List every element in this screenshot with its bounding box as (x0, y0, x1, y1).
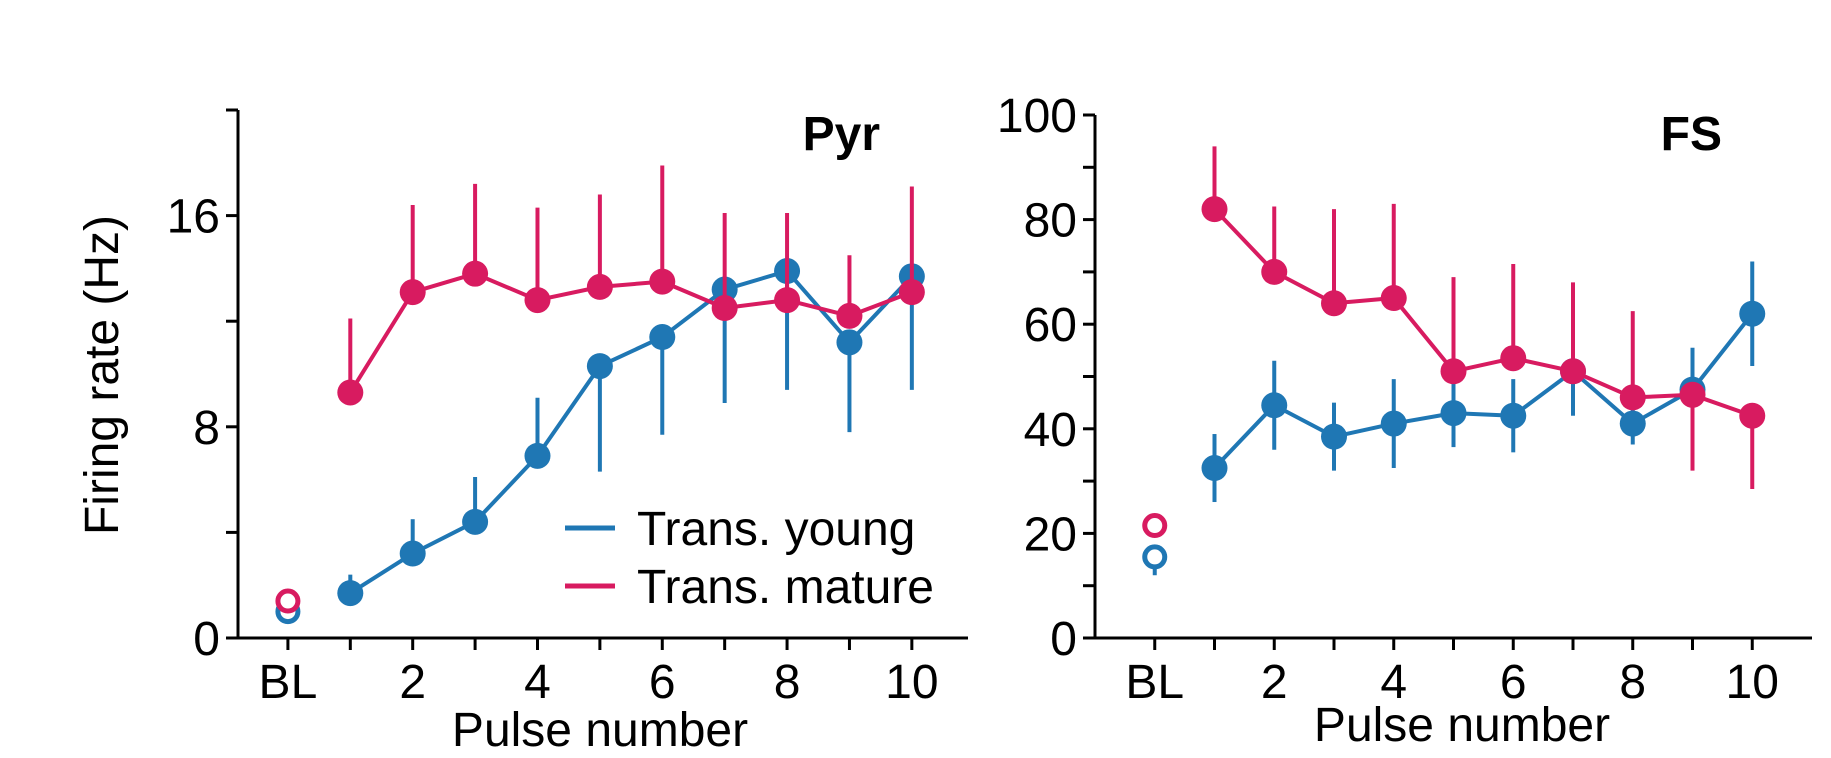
fs-panel: 0 20 40 60 80 100 BL 2 4 6 8 10 FS Pulse number (997, 90, 1812, 752)
fs-y-tick-label: 20 (1024, 508, 1077, 561)
fs-y-tick-label: 60 (1024, 299, 1077, 352)
fs-point-young (1261, 392, 1288, 419)
fs-point-mature (1739, 402, 1766, 429)
pyr-point-young (649, 324, 676, 351)
fs-axes: 0 20 40 60 80 100 BL 2 4 6 8 10 (997, 90, 1812, 709)
fs-point-mature (1261, 258, 1288, 285)
fs-x-tick-label: 8 (1619, 656, 1646, 709)
pyr-y-axis-title: Firing rate (Hz) (76, 215, 129, 535)
pyr-series-line-mature (348, 271, 913, 394)
fs-point-mature (1679, 381, 1706, 408)
pyr-x-tick-label: BL (259, 656, 318, 709)
pyr-point-mature (774, 287, 801, 314)
pyr-point-young (337, 580, 364, 607)
pyr-point-mature (462, 260, 489, 287)
fs-x-tick-label: 2 (1261, 656, 1288, 709)
pyr-axes: 0 8 16 BL 2 4 6 8 10 (167, 108, 968, 709)
pyr-point-young (836, 329, 863, 356)
pyr-point-mature (337, 379, 364, 406)
fs-point-mature (1201, 196, 1228, 223)
pyr-y-tick-label: 16 (167, 191, 220, 244)
pyr-point-young (399, 540, 426, 567)
legend: Trans. young Trans. mature (565, 503, 934, 614)
fs-point-mature (1619, 384, 1646, 411)
pyr-x-tick-label: 2 (399, 656, 426, 709)
fs-point-mature (1440, 358, 1467, 385)
fs-series-layer (1142, 146, 1766, 576)
fs-point-young (1321, 423, 1347, 450)
pyr-x-tick-label: 10 (885, 656, 938, 709)
pyr-point-mature (586, 273, 613, 300)
pyr-x-tick-label: 4 (524, 656, 551, 709)
fs-y-tick-label: 40 (1024, 404, 1077, 457)
pyr-point-mature (836, 302, 863, 329)
pyr-y-tick-label: 0 (193, 613, 220, 666)
fs-x-axis-title: Pulse number (1314, 699, 1610, 752)
legend-label-young: Trans. young (637, 503, 915, 556)
fs-point-mature (1380, 285, 1407, 312)
pyr-panel: 0 8 16 BL 2 4 6 8 10 Pyr Pulse number Firing rat… (76, 108, 968, 757)
pyr-point-young (524, 442, 551, 469)
fs-x-tick-label: 10 (1726, 656, 1779, 709)
fs-point-young (1380, 410, 1407, 437)
fs-x-tick-label: 6 (1500, 656, 1527, 709)
pyr-x-axis-title: Pulse number (452, 704, 748, 757)
pyr-point-mature (711, 295, 738, 321)
pyr-point-mature (399, 279, 426, 306)
fs-point-young (1201, 455, 1228, 482)
fs-y-tick-label: 0 (1050, 613, 1077, 666)
pyr-y-tick-label: 8 (193, 402, 220, 455)
fs-x-tick-label: BL (1125, 656, 1184, 709)
fs-point-young (1440, 400, 1467, 427)
fs-y-tick-label: 80 (1024, 195, 1077, 248)
pyr-point-mature (898, 279, 925, 306)
pyr-baseline-point-mature (275, 588, 301, 614)
fs-point-young (1619, 410, 1646, 437)
fs-panel-title: FS (1661, 108, 1722, 161)
pyr-panel-title: Pyr (803, 108, 880, 161)
pyr-point-young (586, 353, 613, 380)
fs-y-tick-label: 100 (997, 90, 1077, 143)
pyr-x-tick-label: 8 (774, 656, 801, 709)
fs-point-young (1500, 402, 1527, 429)
fs-point-young (1739, 300, 1766, 327)
pyr-point-mature (524, 287, 551, 314)
fs-series-line-young (1213, 312, 1754, 470)
fs-baseline-point-young (1142, 544, 1168, 570)
pyr-point-young (462, 508, 489, 535)
fs-point-mature (1321, 290, 1347, 317)
pyr-point-mature (649, 268, 676, 295)
pyr-series-layer (275, 165, 925, 625)
fs-x-tick-label: 4 (1380, 656, 1407, 709)
fs-baseline-point-mature (1142, 513, 1168, 539)
fs-point-mature (1500, 345, 1527, 372)
legend-label-mature: Trans. mature (637, 561, 934, 614)
fs-point-mature (1560, 358, 1586, 385)
fs-series-line-mature (1213, 207, 1753, 418)
pyr-x-tick-label: 6 (649, 656, 676, 709)
